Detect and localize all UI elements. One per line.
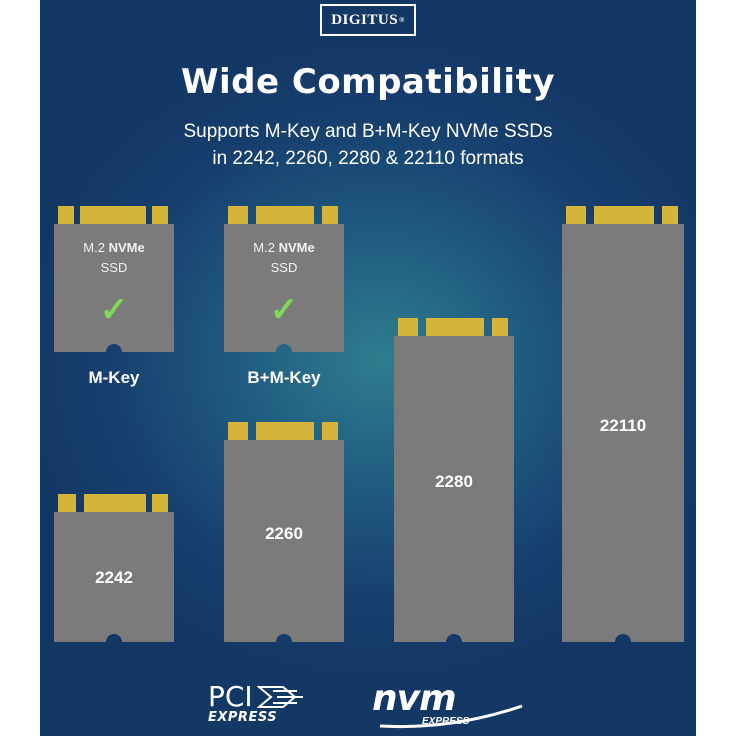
subtitle-line-1: Supports M-Key and B+M-Key NVMe SSDs bbox=[183, 121, 553, 142]
b-m-key-label: B+M-Key bbox=[247, 368, 321, 387]
m-key-ssd-shape bbox=[54, 206, 174, 352]
check-icon: ✓ bbox=[269, 291, 299, 329]
digitus-logo: DIGITUS ® bbox=[320, 4, 416, 36]
ssd-2280-shape bbox=[394, 318, 514, 642]
size-label-2242: 2242 bbox=[95, 568, 133, 587]
b-m-key-ssd-shape bbox=[224, 206, 344, 352]
m-key-label: M-Key bbox=[88, 368, 140, 387]
subtitle-line-2: in 2242, 2260, 2280 & 22110 formats bbox=[212, 148, 524, 169]
ssd-2260-shape bbox=[224, 422, 344, 642]
page-subtitle: Supports M-Key and B+M-Key NVMe SSDs in … bbox=[40, 118, 696, 172]
check-icon: ✓ bbox=[99, 291, 129, 329]
ssd-2280-card: 2280 bbox=[394, 318, 514, 642]
nvm-express-logo: nvm EXPRESS bbox=[372, 681, 523, 729]
size-label-2260: 2260 bbox=[265, 524, 303, 543]
ssd-2242-shape bbox=[54, 494, 174, 642]
ssd-22110-shape bbox=[562, 206, 684, 642]
b-m-key-ssd-card: M.2 NVMe SSD ✓ bbox=[224, 206, 344, 354]
m-key-ssd-card: M.2 NVMe SSD ✓ bbox=[54, 206, 174, 354]
ssd-2260-card: 2260 bbox=[224, 422, 344, 642]
size-label-2280: 2280 bbox=[435, 472, 473, 491]
ssd-2242-card: 2242 bbox=[54, 494, 174, 642]
nvm-swoosh-icon bbox=[379, 704, 523, 729]
ssd-22110-card: 22110 bbox=[562, 206, 684, 642]
pci-express-logo: PCI EXPRESS bbox=[208, 683, 307, 725]
pcie-arrow-icon bbox=[256, 686, 303, 708]
promo-panel: DIGITUS ® Wide Compatibility Supports M-K… bbox=[40, 0, 696, 736]
page-title: Wide Compatibility bbox=[180, 62, 556, 102]
size-label-22110: 22110 bbox=[599, 416, 647, 435]
